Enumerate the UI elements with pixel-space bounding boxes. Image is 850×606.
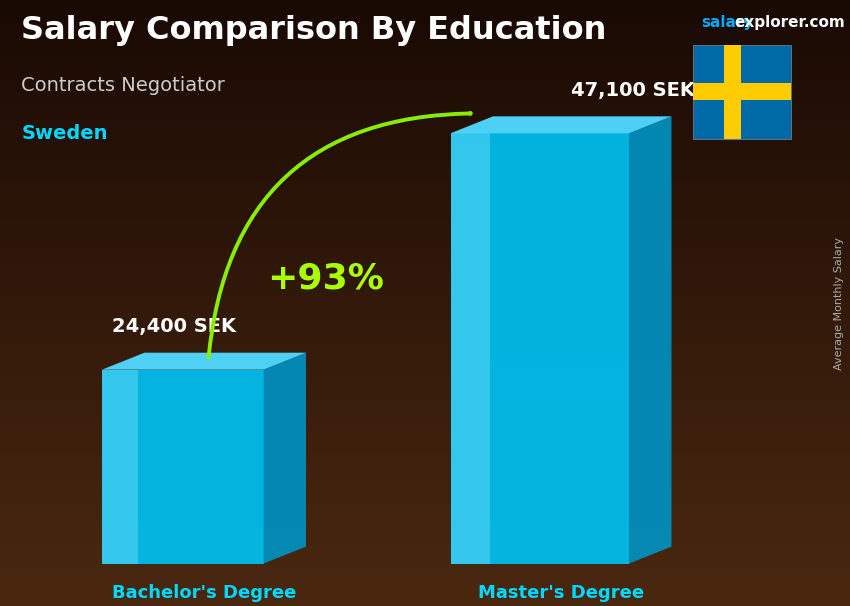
Polygon shape	[102, 370, 264, 564]
Text: Average Monthly Salary: Average Monthly Salary	[834, 236, 844, 370]
FancyArrowPatch shape	[208, 113, 471, 358]
Text: Contracts Negotiator: Contracts Negotiator	[21, 76, 225, 95]
Polygon shape	[102, 370, 138, 564]
Polygon shape	[450, 116, 672, 133]
Text: Master's Degree: Master's Degree	[478, 584, 644, 602]
Text: 47,100 SEK: 47,100 SEK	[571, 81, 695, 100]
Polygon shape	[450, 133, 629, 564]
Text: 24,400 SEK: 24,400 SEK	[112, 318, 236, 336]
Text: salary: salary	[701, 15, 754, 30]
Polygon shape	[264, 353, 306, 564]
Text: Salary Comparison By Education: Salary Comparison By Education	[21, 15, 607, 46]
Text: Bachelor's Degree: Bachelor's Degree	[112, 584, 296, 602]
Polygon shape	[450, 133, 490, 564]
Polygon shape	[629, 116, 672, 564]
Polygon shape	[102, 353, 306, 370]
Text: explorer.com: explorer.com	[734, 15, 845, 30]
Text: Sweden: Sweden	[21, 124, 108, 143]
Text: +93%: +93%	[267, 262, 383, 296]
